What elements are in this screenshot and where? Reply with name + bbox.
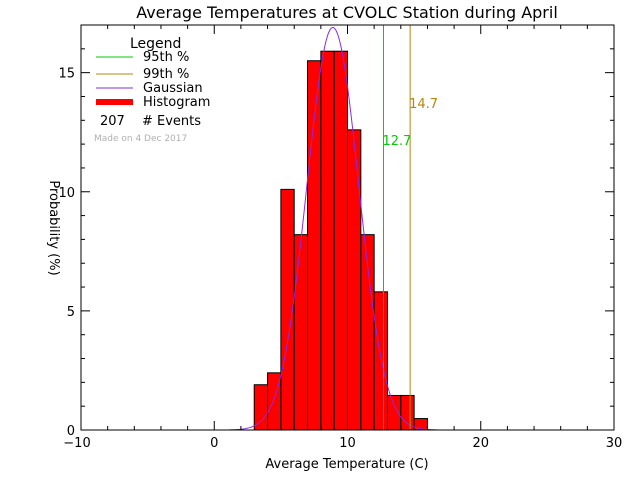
histogram-bar	[267, 372, 282, 431]
made-on-note: Made on 4 Dec 2017	[94, 134, 187, 144]
y-tick-label: 10	[58, 186, 75, 201]
y-tick-label: 0	[67, 424, 75, 439]
p99-label: 14.7	[409, 97, 438, 112]
histogram-bar	[347, 129, 362, 431]
legend-title: Legend	[130, 36, 181, 52]
plot-area: 12.7 14.7	[228, 25, 438, 431]
histogram-bar	[293, 234, 309, 431]
gaussian-curve	[228, 26, 437, 431]
x-tick-label: 10	[339, 436, 356, 451]
legend-label: Gaussian	[143, 81, 203, 96]
legend-label: Histogram	[143, 95, 210, 110]
y-tick-label: 5	[67, 305, 75, 320]
histogram-bar	[386, 394, 402, 431]
x-tick-label: 30	[606, 436, 623, 451]
x-axis-label: Average Temperature (C)	[265, 457, 428, 472]
x-tick-label: 20	[472, 436, 489, 451]
histogram-bar	[253, 384, 269, 431]
y-axis-label: Probability (%)	[46, 180, 61, 275]
x-tick-label: −10	[63, 436, 90, 451]
legend-label: 95th %	[143, 50, 189, 65]
histogram-bar	[373, 291, 388, 431]
events-count: 207	[100, 114, 125, 129]
chart-title: Average Temperatures at CVOLC Station du…	[136, 3, 558, 22]
histogram-bar	[320, 50, 335, 431]
events-label: # Events	[142, 114, 201, 129]
histogram-bar	[333, 50, 348, 431]
legend: Legend 207 # Events Made on 4 Dec 2017 9…	[94, 36, 210, 144]
histogram-bar	[400, 394, 415, 431]
x-tick-label: 0	[210, 436, 218, 451]
p95-label: 12.7	[382, 134, 411, 149]
y-tick-label: 15	[58, 67, 75, 82]
legend-label: 99th %	[143, 67, 189, 82]
